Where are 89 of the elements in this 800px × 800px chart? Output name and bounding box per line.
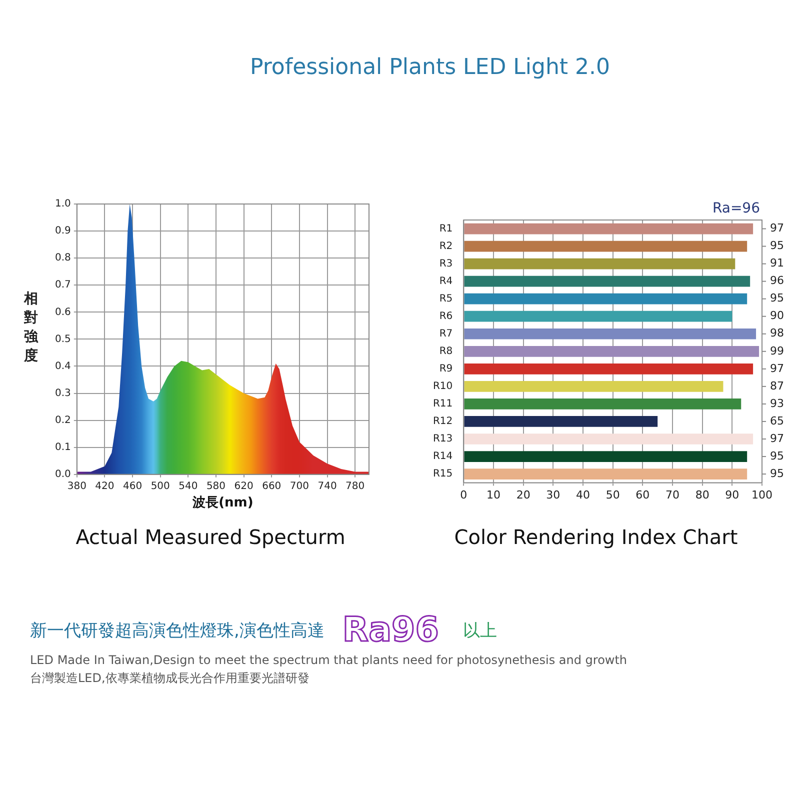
text: 新一代研發超高演色性燈珠,演色性高達 [30, 620, 324, 642]
x-tick-label: 740 [318, 480, 337, 492]
y-tick-label: 0.2 [54, 414, 71, 426]
bar [464, 363, 754, 374]
data-label: 93 [770, 396, 784, 410]
x-tick-label: 90 [725, 488, 740, 502]
bar [464, 451, 748, 462]
y-tick-label: R8 [439, 346, 453, 357]
text: 台灣製造LED,依專業植物成長光合作用重要光譜研發 [30, 670, 310, 687]
y-tick-label: R3 [439, 258, 453, 270]
bar [464, 293, 748, 304]
y-tick-label: R1 [439, 223, 453, 234]
x-tick-label: 80 [695, 488, 710, 502]
y-tick-label: 0.8 [54, 252, 71, 264]
data-label: 97 [770, 222, 784, 235]
data-label: 96 [770, 274, 784, 288]
bar [464, 416, 658, 427]
text: 以上 [462, 620, 497, 642]
y-tick-label: 0.5 [54, 334, 71, 345]
data-label: 95 [770, 449, 784, 462]
data-label: 97 [770, 432, 784, 445]
y-tick-label: R6 [439, 310, 453, 322]
y-tick-label: R15 [432, 468, 453, 480]
data-label: 91 [770, 256, 784, 270]
bar [464, 258, 736, 270]
bar [464, 346, 760, 357]
data-label: 65 [770, 414, 784, 428]
text: Ra96 [342, 610, 439, 650]
data-label: 87 [770, 379, 784, 392]
bar [464, 310, 732, 322]
y-axis-title: 相對強度 [22, 290, 40, 366]
bar [464, 328, 756, 340]
x-tick-label: 0 [460, 488, 468, 502]
y-tick-label: 0.9 [54, 226, 71, 237]
y-tick-label: R2 [439, 240, 453, 252]
y-tick-label: 0.1 [54, 442, 71, 453]
x-tick-label: 540 [178, 480, 198, 492]
x-tick-label: 420 [95, 480, 114, 492]
text: Professional Plants LED Light 2.0 [248, 55, 612, 80]
y-tick-label: 0.7 [54, 280, 71, 291]
y-tick-label: 1.0 [54, 198, 71, 210]
x-tick-label: 660 [262, 480, 282, 492]
x-tick-label: 20 [516, 488, 530, 502]
x-tick-label: 40 [576, 488, 590, 502]
text: Actual Measured Specturm [76, 525, 346, 550]
x-tick-label: 460 [122, 480, 142, 492]
bar [464, 434, 754, 444]
y-tick-label: 0.0 [54, 468, 71, 480]
x-tick-label: 500 [150, 480, 170, 492]
x-tick-label: 100 [752, 488, 772, 502]
bar [464, 276, 750, 287]
y-tick-label: R14 [432, 451, 453, 462]
y-tick-label: R4 [439, 276, 453, 287]
x-tick-label: 70 [666, 488, 680, 502]
data-label: 99 [770, 344, 784, 358]
x-tick-label: 380 [67, 480, 86, 492]
y-tick-label: R7 [439, 328, 453, 340]
bar [464, 398, 742, 410]
text: Ra=96 [712, 200, 760, 217]
bar [464, 240, 748, 252]
x-tick-label: 60 [636, 488, 650, 502]
y-tick-label: R5 [439, 293, 453, 304]
y-tick-label: R10 [432, 381, 453, 392]
text: Color Rendering Index Chart [454, 525, 738, 550]
y-tick-label: 0.3 [54, 388, 71, 399]
bar [464, 468, 748, 480]
y-tick-label: 0.6 [54, 306, 71, 318]
y-tick-label: R9 [439, 364, 453, 375]
x-tick-label: 10 [486, 488, 501, 502]
text: LED Made In Taiwan,Design to meet the spectrum that plants need for photosynethesis and growth [30, 653, 628, 667]
data-label: 95 [770, 239, 784, 252]
y-tick-label: 0.4 [54, 360, 71, 372]
bar [464, 223, 754, 234]
x-tick-label: 700 [290, 480, 309, 492]
data-label: 98 [770, 326, 784, 340]
x-tick-label: 620 [234, 480, 254, 492]
y-tick-label: R13 [432, 434, 453, 445]
data-label: 95 [770, 292, 784, 305]
x-axis-title: 波長(nm) [192, 496, 254, 511]
x-tick-label: 780 [346, 480, 365, 492]
data-label: 95 [770, 466, 784, 480]
bar [464, 381, 724, 392]
data-label: 97 [770, 362, 784, 375]
x-tick-label: 580 [206, 480, 226, 492]
x-tick-label: 30 [546, 488, 560, 502]
data-label: 90 [770, 309, 784, 322]
y-tick-label: R12 [432, 416, 453, 428]
x-tick-label: 50 [606, 488, 620, 502]
y-tick-label: R11 [432, 398, 453, 410]
